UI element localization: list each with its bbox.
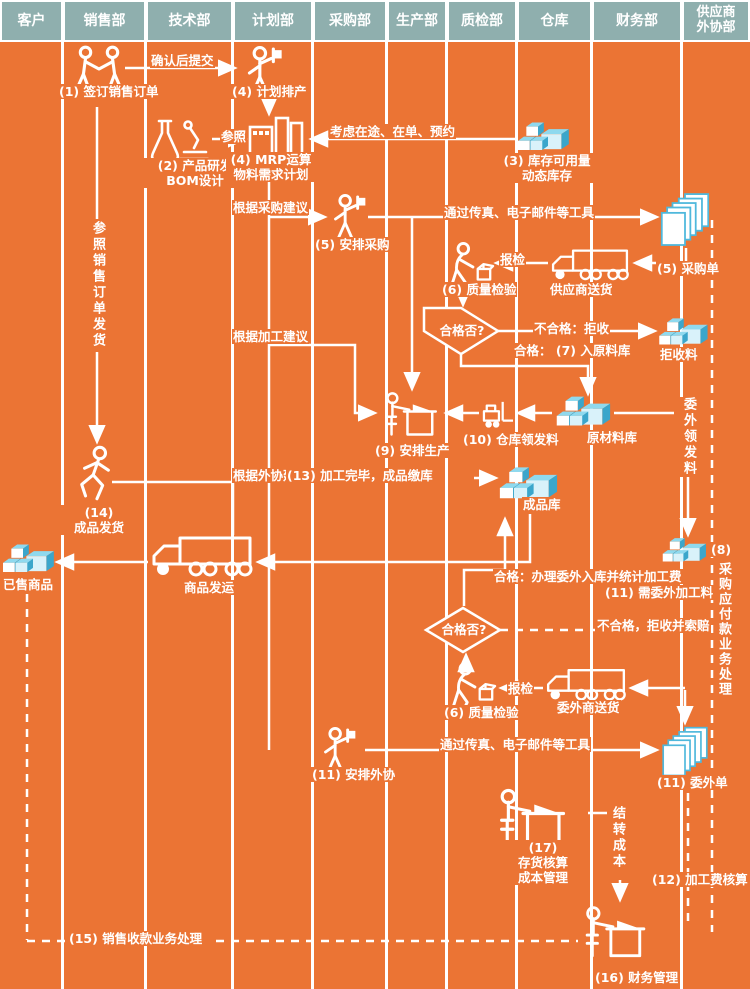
step11-order-label: (11) 委外单 xyxy=(656,775,729,790)
inventory-boxes-icon xyxy=(518,122,569,150)
step5-purchase-label: (5) 安排采购 xyxy=(314,237,391,252)
lane-header-production: 生产部 xyxy=(389,2,445,40)
step1-label: (1) 签订销售订单 xyxy=(58,84,160,99)
sold-goods-label: 已售商品 xyxy=(2,577,55,592)
q1-label: 合格否? xyxy=(439,323,485,338)
finance-desk-icon xyxy=(585,906,646,958)
step9-label: (9) 安排生产 xyxy=(374,443,451,458)
inspect-report-2-label: 报检 xyxy=(507,681,535,696)
step6-qc-2-label: (6) 质量检验 xyxy=(443,705,520,720)
carry-cost-label: 结转成本 xyxy=(608,806,627,870)
connector xyxy=(269,343,378,422)
goods-shipment-label: 商品发运 xyxy=(183,580,236,595)
rejected-material-label: 拒收料 xyxy=(659,347,699,362)
lane-divider xyxy=(311,42,314,989)
lane-divider xyxy=(680,42,683,989)
via-fax-1-label: 通过传真、电子邮件等工具 xyxy=(443,205,596,220)
raw-material-boxes-icon xyxy=(556,396,611,426)
production-desk-icon xyxy=(385,392,438,436)
lane-divider xyxy=(445,42,448,989)
qualified-1-label: 合格： (7) 入原料库 xyxy=(513,343,632,358)
step13-label: (13) 加工完毕，成品缴库 xyxy=(286,468,434,483)
step3-label: (3) 库存可用量 动态库存 xyxy=(487,153,607,183)
lane-header-finance: 财务部 xyxy=(594,2,680,40)
lane-header-outsourcing: 供应商 外协部 xyxy=(684,2,748,40)
ref-sales-ship-label: 参照销售订单发货 xyxy=(88,221,107,349)
outsource-material-boxes-icon xyxy=(662,538,706,562)
step12-label: (12) 加工费核算 xyxy=(651,872,749,887)
connector xyxy=(462,516,514,606)
finished-store-label: 成品库 xyxy=(522,497,562,512)
step14-label: (14) 成品发货 xyxy=(60,505,138,535)
step5-po-label: (5) 采购单 xyxy=(656,261,720,276)
outsourcer-truck-icon xyxy=(546,668,626,701)
outsource-order-docs-icon xyxy=(662,726,708,777)
unqualified-2-label: 不合格，拒收并索赔 xyxy=(596,618,711,633)
inspect-report-1-label: 报检 xyxy=(499,252,527,267)
outsourcer-delivery-label: 委外商送货 xyxy=(556,700,621,715)
step4-mrp-label: (4) MRP运算 物料需求计划 xyxy=(226,152,316,182)
decision-diamond-1 xyxy=(422,306,501,356)
supplier-delivery-label: 供应商送货 xyxy=(549,282,614,297)
forklift-icon xyxy=(482,400,515,429)
step16-label: (16) 财务管理 xyxy=(594,970,680,985)
connector xyxy=(255,514,532,571)
dashed-lines xyxy=(25,220,714,943)
lane-header-tech: 技术部 xyxy=(148,2,231,40)
lane-divider xyxy=(590,42,593,989)
lane-divider xyxy=(515,42,518,989)
lane-divider xyxy=(144,42,147,989)
research-flask-icon xyxy=(150,119,210,162)
walking-person-icon xyxy=(80,445,110,501)
step6-qc-1-label: (6) 质量检验 xyxy=(441,282,518,297)
finished-goods-boxes-icon xyxy=(499,467,558,499)
confirm-submit-label: 确认后提交 xyxy=(150,53,215,68)
step15-label: (15) 销售收款业务处理 xyxy=(68,931,204,946)
step8-label: 采购应付款业务处理 xyxy=(714,562,733,697)
q2-label: 合格否? xyxy=(441,622,487,637)
lane-header-warehouse: 仓库 xyxy=(519,2,590,40)
decision-diamond-2 xyxy=(423,606,503,654)
refer-label: 参照 xyxy=(220,129,248,144)
inventory-accounting-desk-icon xyxy=(500,788,566,845)
rejected-boxes-icon xyxy=(659,318,708,345)
lane-header-purchasing: 采购部 xyxy=(315,2,385,40)
lane-header-row: 客户 销售部 技术部 计划部 采购部 生产部 质检部 仓库 财务部 供应商 外协… xyxy=(0,0,750,42)
lane-divider xyxy=(385,42,388,989)
step8-number-label: (8) xyxy=(710,542,733,557)
per-process-advice-label: 根据加工建议 xyxy=(232,329,310,344)
via-fax-2-label: 通过传真、电子邮件等工具 xyxy=(439,737,592,752)
consider-label: 考虑在途、在单、预约 xyxy=(329,124,457,139)
unqualified-1-label: 不合格：拒收 xyxy=(533,321,611,336)
step11-arrange-label: (11) 安排外协 xyxy=(311,767,397,782)
shipment-truck-icon xyxy=(152,536,253,577)
lane-header-planning: 计划部 xyxy=(235,2,311,40)
sold-goods-boxes-icon xyxy=(3,544,54,572)
purchase-person-icon xyxy=(333,194,367,242)
inspector-icon-2 xyxy=(451,661,497,712)
purchase-order-docs-icon xyxy=(660,193,710,246)
lane-header-qc: 质检部 xyxy=(449,2,515,40)
qualified-2-label: 合格：办理委外入库并统计加工费 xyxy=(493,569,683,584)
supplier-truck-icon xyxy=(551,249,629,281)
lane-header-customer: 客户 xyxy=(2,2,61,40)
step17-label: (17) 存货核算 成本管理 xyxy=(496,840,590,885)
outsource-issue-label: 委外领发料 xyxy=(679,397,698,477)
lane-header-sales: 销售部 xyxy=(65,2,144,40)
connector xyxy=(459,354,597,397)
per-purchase-advice-label: 根据采购建议 xyxy=(232,200,310,215)
raw-material-store-label: 原材料库 xyxy=(586,430,639,445)
step4-schedule-label: (4) 计划排产 xyxy=(231,84,308,99)
step11-material-label: (11) 需委外加工料 xyxy=(604,585,715,600)
step10-label: (10) 仓库领发料 xyxy=(462,432,560,447)
